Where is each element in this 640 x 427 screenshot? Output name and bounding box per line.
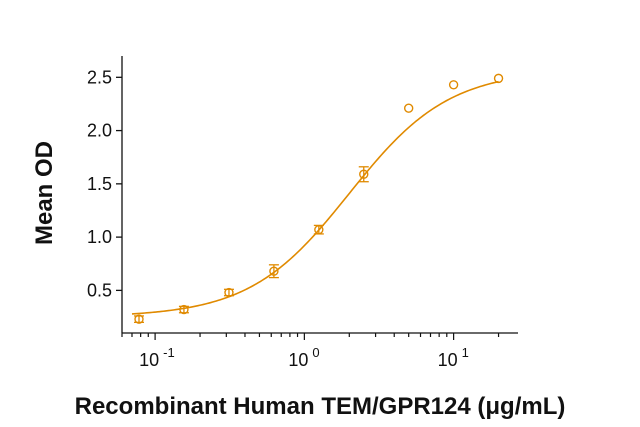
x-ticks: 10 -1 10 0 10 1 xyxy=(121,333,500,370)
data-point xyxy=(268,264,279,279)
data-point xyxy=(134,314,145,324)
y-tick-label: 2.5 xyxy=(87,67,112,87)
point-marker xyxy=(448,80,459,90)
y-tick-label: 0.5 xyxy=(87,280,112,300)
point-marker xyxy=(224,287,234,298)
point-marker xyxy=(314,224,324,235)
y-axis-title: Mean OD xyxy=(31,141,58,245)
y-tick-label: 2.0 xyxy=(87,121,112,141)
data-point xyxy=(403,103,414,113)
point-marker xyxy=(493,73,504,84)
point-marker xyxy=(403,103,414,113)
x-tick-exponent: 1 xyxy=(462,345,469,360)
y-tick-label: 1.5 xyxy=(87,174,112,194)
x-tick-label: 10 xyxy=(288,350,308,370)
data-point xyxy=(223,287,234,298)
x-tick-exponent: 0 xyxy=(312,345,319,360)
data-point xyxy=(448,80,459,90)
point-marker xyxy=(269,266,279,276)
fit-curve xyxy=(131,80,499,315)
axes xyxy=(121,56,518,334)
data-point xyxy=(178,304,189,315)
data-points xyxy=(134,73,504,324)
x-tick-exponent: -1 xyxy=(163,345,175,360)
x-tick-label: 10 xyxy=(438,350,458,370)
point-marker xyxy=(134,314,144,324)
x-axis-title: Recombinant Human TEM/GPR124 (μg/mL) xyxy=(75,393,566,420)
point-marker xyxy=(179,304,189,315)
point-marker xyxy=(359,169,369,179)
data-point xyxy=(493,73,504,84)
data-point xyxy=(313,224,324,235)
data-point xyxy=(358,166,369,183)
y-ticks: 0.5 1.0 1.5 2.0 2.5 xyxy=(87,67,122,300)
x-tick-label: 10 xyxy=(139,350,159,370)
y-tick-label: 1.0 xyxy=(87,227,112,247)
